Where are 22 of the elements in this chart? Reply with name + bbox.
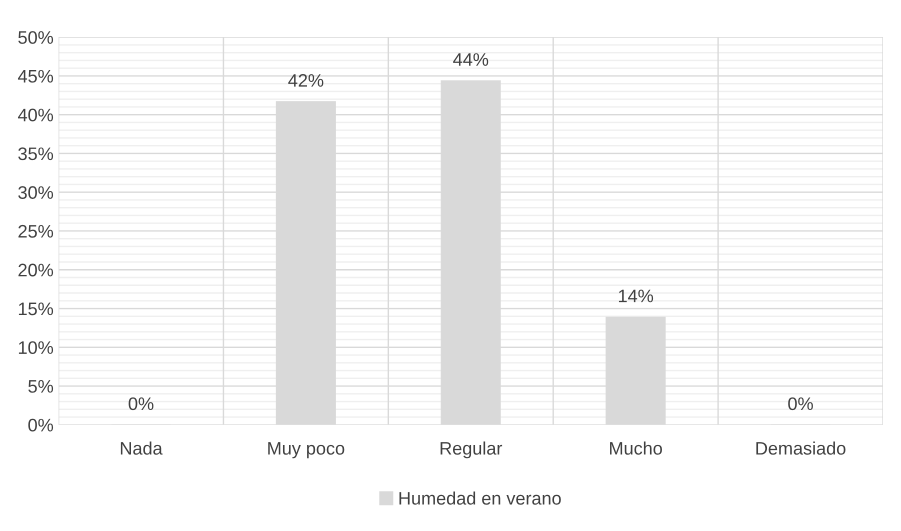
y-tick-label: 0%: [28, 418, 54, 432]
data-label: 44%: [453, 53, 488, 66]
y-tick-label: 40%: [18, 108, 54, 122]
y-tick-label: 10%: [18, 341, 54, 354]
y-tick-label: 30%: [18, 186, 54, 199]
y-tick-label: 25%: [18, 224, 54, 238]
x-tick-label: Nada: [120, 441, 163, 455]
data-label: 14%: [618, 290, 654, 302]
y-tick-label: 20%: [18, 264, 54, 276]
y-tick-label: 45%: [18, 70, 54, 83]
y-tick-label: 35%: [18, 147, 54, 160]
y-tick-label: 15%: [18, 302, 54, 316]
x-tick-label: Regular: [440, 441, 502, 458]
legend-label: Humedad en verano: [399, 491, 561, 505]
data-label: 0%: [128, 397, 154, 410]
y-tick-label: 50%: [18, 31, 54, 44]
x-tick-label: Demasiado: [756, 441, 846, 455]
data-label: 0%: [788, 397, 813, 410]
x-tick-label: Mucho: [610, 441, 662, 455]
y-tick-label: 5%: [28, 380, 54, 393]
data-label: 42%: [288, 74, 324, 87]
x-tick-label: Muy poco: [268, 442, 344, 458]
